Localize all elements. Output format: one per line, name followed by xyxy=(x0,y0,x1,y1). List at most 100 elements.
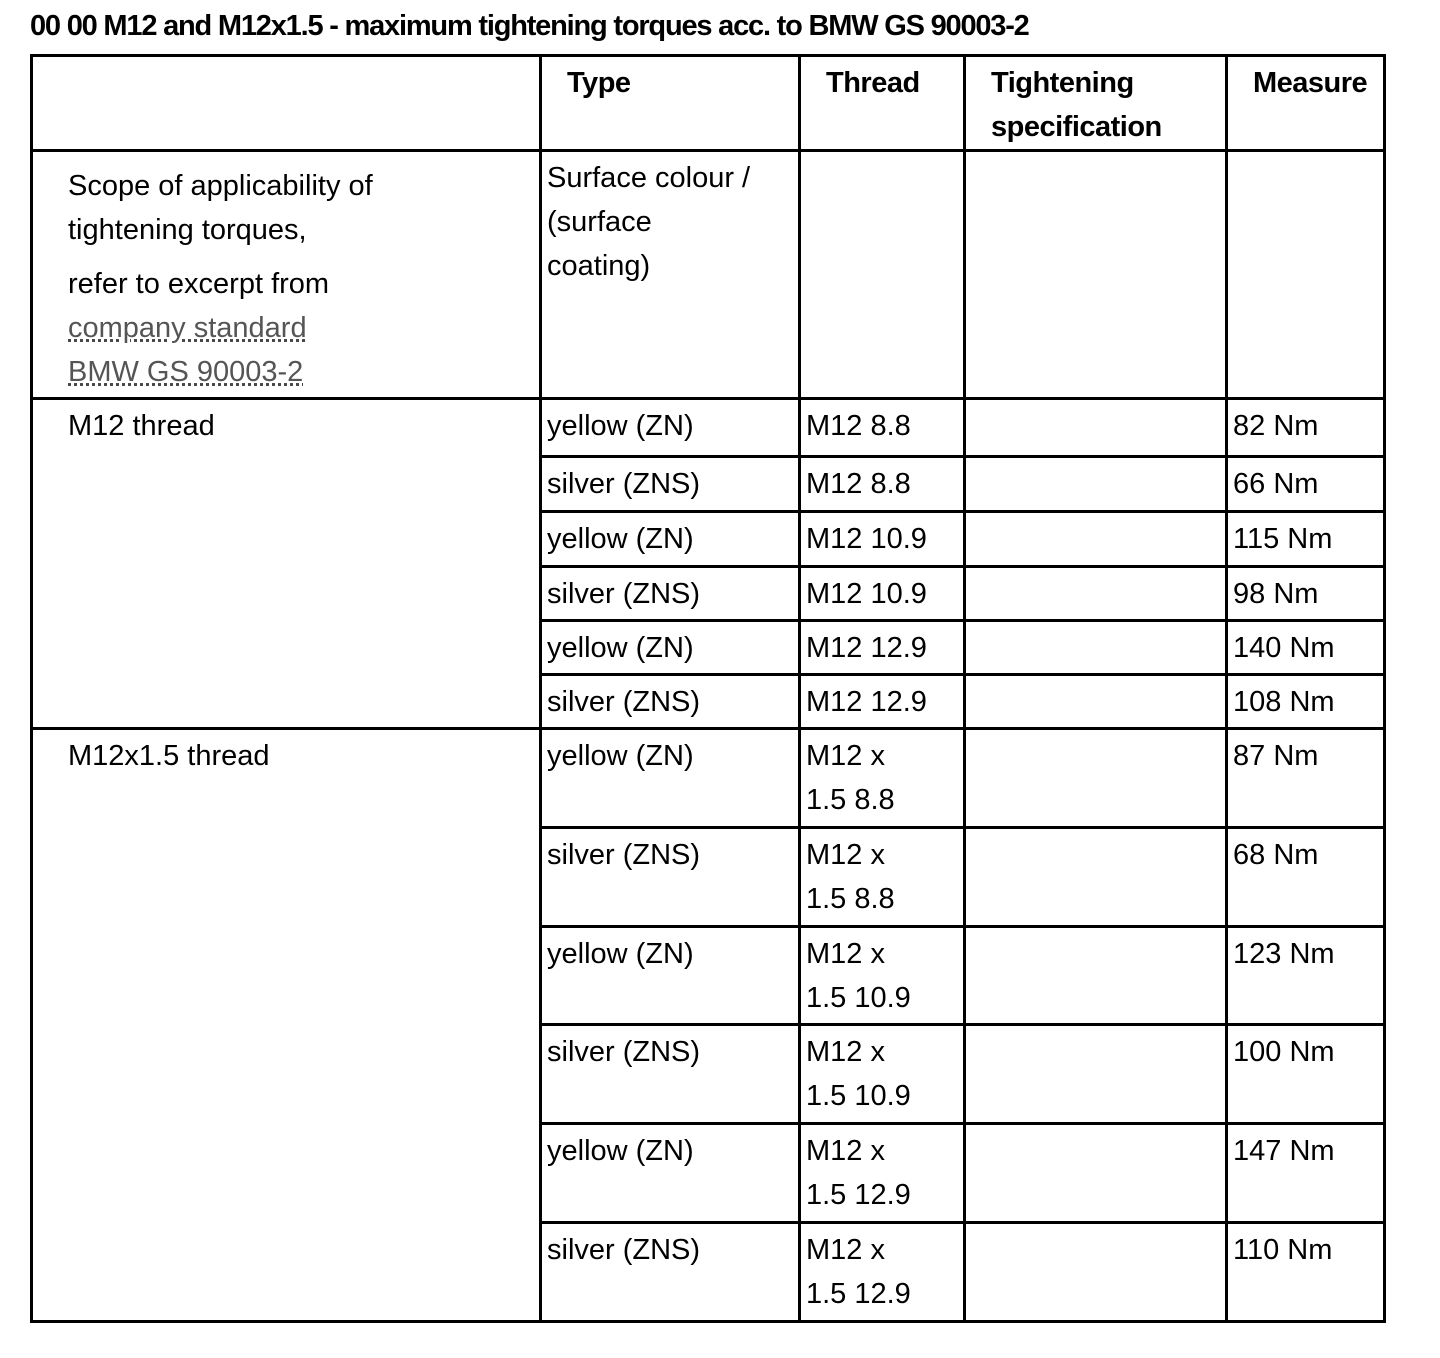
type-cell: yellow (ZN) xyxy=(539,510,801,568)
type-cell: silver (ZNS) xyxy=(539,673,801,730)
measure-cell: 115 Nm xyxy=(1225,510,1386,568)
thread-line: M12 10.9 xyxy=(806,523,927,555)
torque-table: Type Thread Tightening specification Mea… xyxy=(30,54,1386,1323)
spec-cell xyxy=(963,510,1228,568)
measure-cell: 123 Nm xyxy=(1225,925,1386,1026)
spec-cell xyxy=(963,925,1228,1026)
thread-line: M12 x xyxy=(806,1036,885,1068)
table-row: silver (ZNS) M12 8.8 66 Nm xyxy=(32,455,1386,513)
spec-cell xyxy=(963,397,1228,458)
thread-line: M12 8.8 xyxy=(806,468,911,500)
scope-measure-cell xyxy=(1225,149,1386,400)
measure-cell: 147 Nm xyxy=(1225,1122,1386,1224)
type-cell: silver (ZNS) xyxy=(539,1023,801,1125)
type-cell: yellow (ZN) xyxy=(539,925,801,1026)
thread-line: 1.5 10.9 xyxy=(806,1080,911,1112)
group-label: M12 thread xyxy=(30,397,542,730)
thread-line: 1.5 8.8 xyxy=(806,784,895,816)
thread-line: M12 12.9 xyxy=(806,686,927,718)
measure-cell: 87 Nm xyxy=(1225,727,1386,829)
thread-line: M12 8.8 xyxy=(806,410,911,442)
measure-cell: 110 Nm xyxy=(1225,1221,1386,1323)
table-row: M12 thread yellow (ZN) M12 8.8 82 Nm xyxy=(30,397,1386,730)
thread-cell: M12 8.8 xyxy=(798,455,966,513)
thread-cell: M12 12.9 xyxy=(798,673,966,730)
thread-cell: M12 x 1.5 10.9 xyxy=(798,1023,966,1125)
header-row: Type Thread Tightening specification Mea… xyxy=(30,54,1386,152)
spec-cell xyxy=(963,673,1228,730)
thread-line: M12 12.9 xyxy=(806,632,927,664)
thread-line: M12 x xyxy=(806,938,885,970)
scope-line: refer to excerpt from xyxy=(68,268,330,300)
thread-cell: M12 x 1.5 8.8 xyxy=(798,727,966,829)
thread-line: 1.5 12.9 xyxy=(806,1278,911,1310)
measure-cell: 100 Nm xyxy=(1225,1023,1386,1125)
table-row: yellow (ZN) M12 x 1.5 12.9 147 Nm xyxy=(32,1122,1386,1224)
scope-type-cell: Surface colour / (surface coating) xyxy=(539,149,801,400)
table-row: silver (ZNS) M12 12.9 108 Nm xyxy=(32,673,1386,730)
measure-cell: 98 Nm xyxy=(1225,565,1386,622)
spec-cell xyxy=(963,1122,1228,1224)
table-row: silver (ZNS) M12 x 1.5 12.9 110 Nm xyxy=(32,1221,1386,1323)
header-measure: Measure xyxy=(1225,54,1386,152)
type-line: Surface colour / xyxy=(547,162,751,194)
spec-cell xyxy=(963,1221,1228,1323)
spec-cell xyxy=(963,565,1228,622)
type-cell: yellow (ZN) xyxy=(539,397,801,458)
type-cell: yellow (ZN) xyxy=(539,619,801,676)
scope-cell: Scope of applicability of tightening tor… xyxy=(30,149,542,400)
thread-line: 1.5 8.8 xyxy=(806,883,895,915)
type-cell: silver (ZNS) xyxy=(539,1221,801,1323)
scope-spec-cell xyxy=(963,149,1228,400)
type-cell: yellow (ZN) xyxy=(539,727,801,829)
table-row: silver (ZNS) M12 x 1.5 10.9 100 Nm xyxy=(32,1023,1386,1125)
table-row: silver (ZNS) M12 x 1.5 8.8 68 Nm xyxy=(32,826,1386,928)
thread-cell: M12 x 1.5 12.9 xyxy=(798,1122,966,1224)
scope-line: Scope of applicability of xyxy=(68,170,373,202)
thread-line: M12 x xyxy=(806,839,885,871)
scope-row: Scope of applicability of tightening tor… xyxy=(30,149,1386,400)
scope-line: tightening torques, xyxy=(68,214,307,246)
thread-line: M12 x xyxy=(806,1234,885,1266)
thread-cell: M12 8.8 xyxy=(798,397,966,458)
thread-cell: M12 x 1.5 10.9 xyxy=(798,925,966,1026)
thread-line: M12 x xyxy=(806,740,885,772)
thread-cell: M12 12.9 xyxy=(798,619,966,676)
spec-cell xyxy=(963,727,1228,829)
link-line: BMW GS 90003-2 xyxy=(68,356,304,388)
table-row: M12x1.5 thread yellow (ZN) M12 x 1.5 8.8 87 … xyxy=(30,727,1386,1323)
spec-cell xyxy=(963,619,1228,676)
measure-cell: 68 Nm xyxy=(1225,826,1386,928)
table-row: silver (ZNS) M12 10.9 98 Nm xyxy=(32,565,1386,622)
type-line: coating) xyxy=(547,250,651,282)
spec-cell xyxy=(963,826,1228,928)
header-thread: Thread xyxy=(798,54,966,152)
thread-line: M12 10.9 xyxy=(806,578,927,610)
type-cell: yellow (ZN) xyxy=(539,1122,801,1224)
thread-cell: M12 x 1.5 8.8 xyxy=(798,826,966,928)
thread-line: 1.5 12.9 xyxy=(806,1179,911,1211)
thread-line: 1.5 10.9 xyxy=(806,982,911,1014)
type-cell: silver (ZNS) xyxy=(539,826,801,928)
thread-cell: M12 10.9 xyxy=(798,510,966,568)
header-tightening-line1: Tightening xyxy=(991,67,1134,99)
table-row: yellow (ZN) M12 x 1.5 10.9 123 Nm xyxy=(32,925,1386,1026)
measure-cell: 140 Nm xyxy=(1225,619,1386,676)
table-row: yellow (ZN) M12 10.9 115 Nm xyxy=(32,510,1386,568)
measure-cell: 66 Nm xyxy=(1225,455,1386,513)
type-cell: silver (ZNS) xyxy=(539,455,801,513)
page-title: 00 00 M12 and M12x1.5 - maximum tighteni… xyxy=(30,10,1030,42)
thread-cell: M12 x 1.5 12.9 xyxy=(798,1221,966,1323)
type-line: (surface xyxy=(547,206,652,238)
company-standard-link[interactable]: company standard BMW GS 90003-2 xyxy=(68,306,538,394)
table-row: yellow (ZN) M12 12.9 140 Nm xyxy=(32,619,1386,676)
header-type: Type xyxy=(539,54,801,152)
group-label: M12x1.5 thread xyxy=(30,727,542,1323)
thread-line: M12 x xyxy=(806,1135,885,1167)
spec-cell xyxy=(963,455,1228,513)
thread-cell: M12 10.9 xyxy=(798,565,966,622)
spec-cell xyxy=(963,1023,1228,1125)
header-empty xyxy=(30,54,542,152)
measure-cell: 82 Nm xyxy=(1225,397,1386,458)
link-line: company standard xyxy=(68,312,307,344)
